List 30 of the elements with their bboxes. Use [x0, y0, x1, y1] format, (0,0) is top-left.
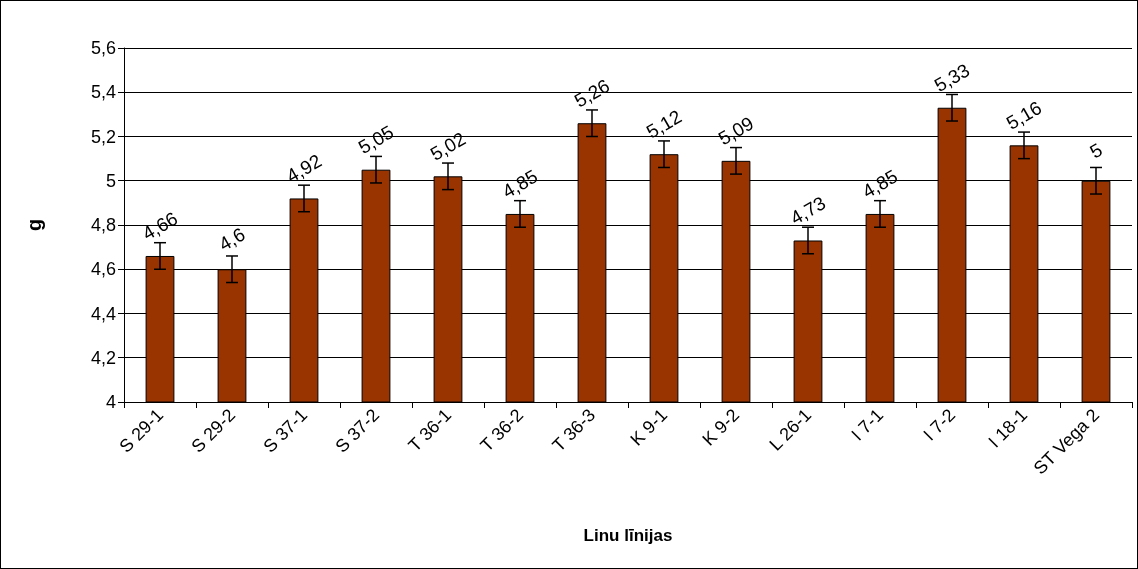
data-label: 4,73 — [786, 192, 830, 229]
y-tick-label: 5,2 — [90, 126, 116, 147]
data-label: 5,12 — [642, 105, 686, 143]
x-tick-label: K 9-1 — [626, 404, 672, 450]
data-label: 4,6 — [215, 223, 249, 255]
x-tick-label: T 36-1 — [404, 404, 456, 456]
x-axis-title: Linu līnijas — [583, 526, 673, 545]
data-label: 5,26 — [570, 74, 614, 112]
y-tick-label: 5 — [105, 170, 116, 191]
y-tick-label: 4,8 — [90, 215, 116, 235]
data-label: 4,85 — [498, 165, 542, 203]
data-label: 4,85 — [858, 165, 902, 203]
x-tick-label: I 7-2 — [919, 404, 960, 445]
data-label: 5,33 — [930, 59, 974, 97]
y-tick-label: 4,6 — [90, 259, 116, 280]
data-label: 4,92 — [282, 150, 326, 187]
data-label: 5 — [1086, 139, 1106, 163]
y-axis-title: g — [23, 218, 45, 232]
x-tick-label: S 37-1 — [259, 404, 312, 457]
data-label: 5,02 — [426, 127, 470, 165]
y-tick-label: 4,2 — [90, 347, 116, 368]
data-label: 5,05 — [354, 121, 398, 159]
x-tick-label: I 7-1 — [847, 404, 888, 445]
y-tick-label: 4,4 — [90, 303, 116, 324]
y-tick-label: 4 — [105, 392, 116, 412]
y-tick-label: 5,6 — [90, 38, 116, 58]
y-tick-label: 5,4 — [90, 82, 116, 103]
x-tick-label: ST Vega 2 — [1029, 404, 1104, 479]
x-tick-label: K 9-2 — [698, 404, 744, 450]
data-label: 5,16 — [1002, 97, 1046, 134]
